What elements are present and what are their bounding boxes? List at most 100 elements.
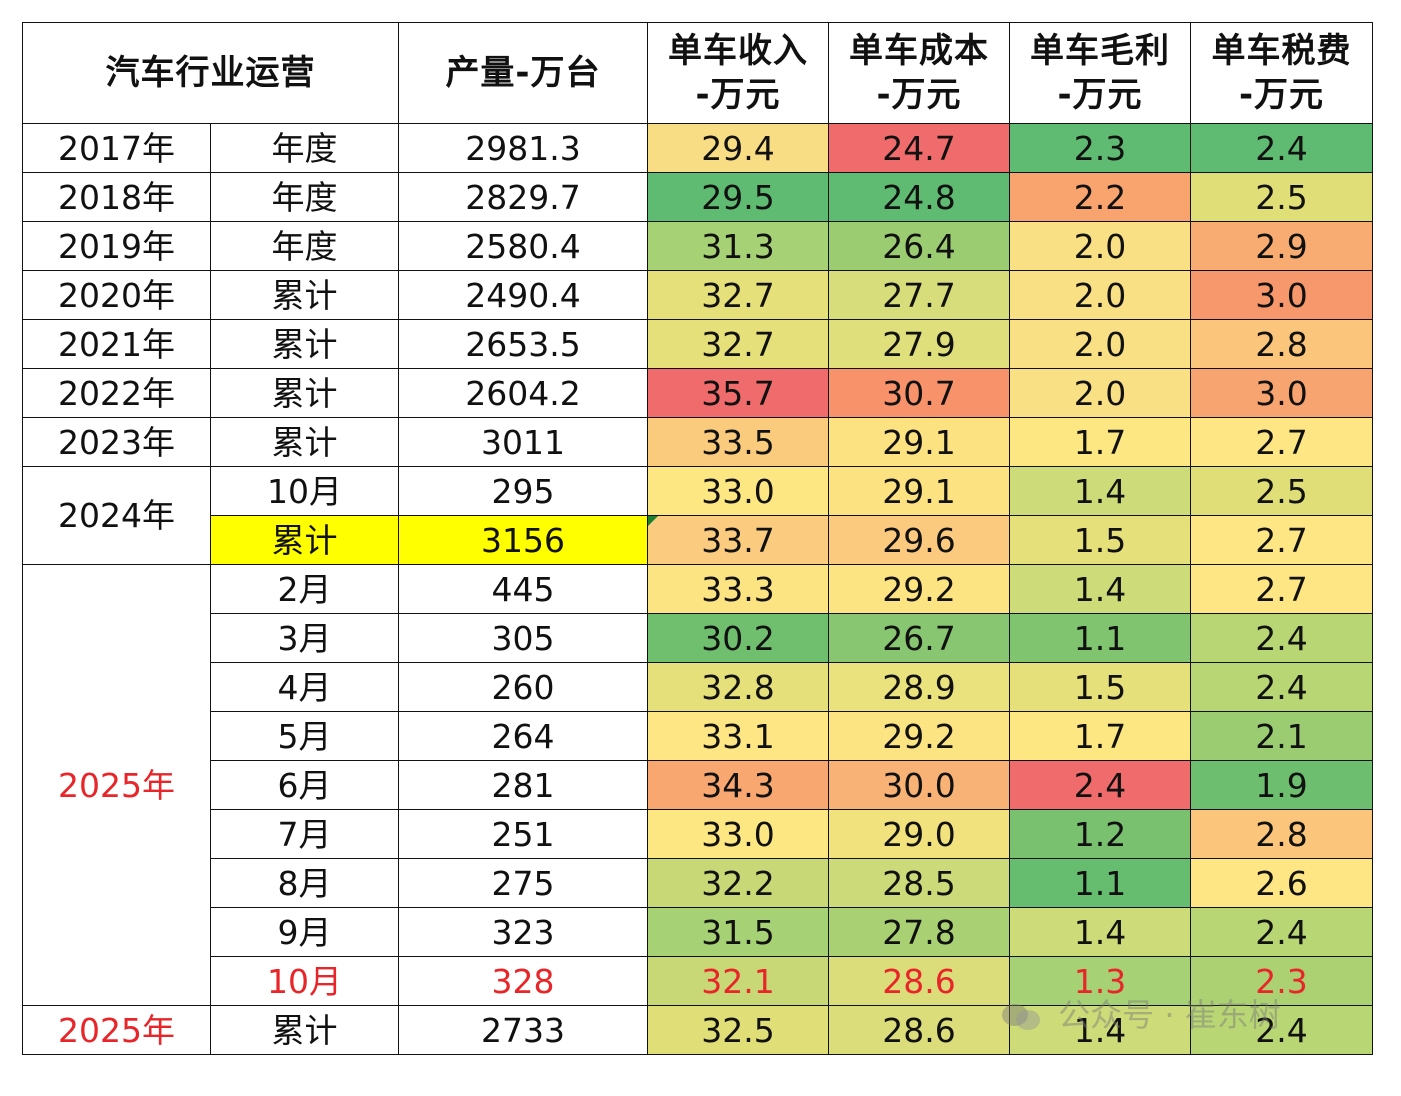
tax-cell: 2.8 <box>1190 319 1373 369</box>
year-cell: 2025年 <box>22 1005 211 1055</box>
output-cell: 3156 <box>398 515 648 565</box>
output-cell: 260 <box>398 662 648 712</box>
table-row: 8月 275 32.2 28.5 1.1 2.6 <box>23 858 1373 908</box>
period-cell: 年度 <box>210 123 399 173</box>
table-row: 2017年 年度 2981.3 29.4 24.7 2.3 2.4 <box>22 123 1373 173</box>
watermark-text: 公众号 · 崔东树 <box>1058 996 1281 1034</box>
header-gross-profit-l1: 单车毛利 <box>1030 30 1170 71</box>
table-row: 2021年 累计 2653.5 32.7 27.9 2.0 2.8 <box>22 319 1373 369</box>
table-row: 2025年 2月 445 33.3 29.2 1.4 2.7 <box>22 564 1373 1006</box>
table-row: 2023年 累计 3011 33.5 29.1 1.7 2.7 <box>22 417 1373 467</box>
table-row: 2018年 年度 2829.7 29.5 24.8 2.2 2.5 <box>22 172 1373 222</box>
header-cost: 单车成本 -万元 <box>828 22 1010 124</box>
header-cost-l2: -万元 <box>876 75 962 115</box>
tax-cell: 2.4 <box>1190 613 1373 663</box>
revenue-cell: 29.4 <box>647 123 829 173</box>
gross-profit-cell: 2.4 <box>1009 760 1191 810</box>
header-revenue-l2: -万元 <box>695 75 781 115</box>
revenue-cell: 33.0 <box>647 466 829 516</box>
year-cell: 2018年 <box>22 172 211 222</box>
period-cell: 5月 <box>210 711 399 761</box>
output-cell: 2981.3 <box>398 123 648 173</box>
header-group: 汽车行业运营 <box>22 22 399 124</box>
cost-cell: 30.7 <box>828 368 1010 418</box>
tax-cell: 2.9 <box>1190 221 1373 271</box>
cost-cell: 26.4 <box>828 221 1010 271</box>
year-cell: 2019年 <box>22 221 211 271</box>
period-cell: 年度 <box>210 221 399 271</box>
output-cell: 251 <box>398 809 648 859</box>
year-cell: 2023年 <box>22 417 211 467</box>
cost-cell: 30.0 <box>828 760 1010 810</box>
period-cell: 10月 <box>210 956 399 1006</box>
tax-cell: 2.4 <box>1190 1005 1373 1055</box>
tax-cell: 2.5 <box>1190 172 1373 222</box>
cost-cell: 28.5 <box>828 858 1010 908</box>
period-cell: 累计 <box>210 270 399 320</box>
cost-cell: 28.9 <box>828 662 1010 712</box>
revenue-cell: 29.5 <box>647 172 829 222</box>
gross-profit-cell: 1.5 <box>1009 515 1191 565</box>
chat-bubble-icon <box>1002 1004 1040 1030</box>
tax-cell: 3.0 <box>1190 270 1373 320</box>
period-cell: 累计 <box>210 417 399 467</box>
output-cell: 323 <box>398 907 648 957</box>
period-cell: 累计 <box>210 1005 399 1055</box>
tax-cell: 2.3 <box>1190 956 1373 1006</box>
output-cell: 281 <box>398 760 648 810</box>
industry-operations-table: 汽车行业运营 产量-万台 单车收入 -万元 单车成本 -万元 单车毛利 -万元 … <box>22 22 1373 1055</box>
cost-cell: 29.2 <box>828 711 1010 761</box>
period-cell: 3月 <box>210 613 399 663</box>
revenue-cell: 33.3 <box>647 564 829 614</box>
year-cell: 2017年 <box>22 123 211 173</box>
revenue-cell: 34.3 <box>647 760 829 810</box>
gross-profit-cell: 2.0 <box>1009 368 1191 418</box>
gross-profit-cell: 2.0 <box>1009 319 1191 369</box>
tax-cell: 2.7 <box>1190 417 1373 467</box>
gross-profit-cell: 1.4 <box>1009 907 1191 957</box>
table-row: 4月 260 32.8 28.9 1.5 2.4 <box>23 662 1373 712</box>
table-row: 2022年 累计 2604.2 35.7 30.7 2.0 3.0 <box>22 368 1373 418</box>
year-cell: 2025年 <box>22 564 211 1006</box>
cost-cell: 27.8 <box>828 907 1010 957</box>
output-cell: 2653.5 <box>398 319 648 369</box>
gross-profit-cell: 1.4 <box>1009 466 1191 516</box>
tax-cell: 1.9 <box>1190 760 1373 810</box>
header-output: 产量-万台 <box>398 22 648 124</box>
cost-cell: 29.1 <box>828 466 1010 516</box>
gross-profit-cell: 2.2 <box>1009 172 1191 222</box>
cost-cell: 28.6 <box>828 956 1010 1006</box>
table-row: 2024年 10月 295 33.0 29.1 1.4 2.5 <box>22 466 1373 565</box>
tax-cell: 2.5 <box>1190 466 1373 516</box>
period-cell: 累计 <box>210 515 399 565</box>
gross-profit-cell: 1.1 <box>1009 613 1191 663</box>
revenue-cell: 32.1 <box>647 956 829 1006</box>
gross-profit-cell: 2.0 <box>1009 221 1191 271</box>
output-cell: 328 <box>398 956 648 1006</box>
revenue-cell: 32.2 <box>647 858 829 908</box>
tax-cell: 2.4 <box>1190 123 1373 173</box>
watermark: 公众号 · 崔东树 <box>1000 990 1281 1036</box>
cost-cell: 29.6 <box>828 515 1010 565</box>
output-cell: 2604.2 <box>398 368 648 418</box>
period-cell: 年度 <box>210 172 399 222</box>
tax-cell: 2.4 <box>1190 662 1373 712</box>
tax-cell: 2.7 <box>1190 515 1373 565</box>
cost-cell: 28.6 <box>828 1005 1010 1055</box>
output-cell: 264 <box>398 711 648 761</box>
table-row: 3月 305 30.2 26.7 1.1 2.4 <box>23 613 1373 663</box>
gross-profit-cell: 1.7 <box>1009 711 1191 761</box>
period-cell: 2月 <box>210 564 399 614</box>
year-cell: 2020年 <box>22 270 211 320</box>
cost-cell: 24.8 <box>828 172 1010 222</box>
header-cost-l1: 单车成本 <box>849 30 989 71</box>
period-cell: 累计 <box>210 319 399 369</box>
revenue-cell: 35.7 <box>647 368 829 418</box>
header-revenue: 单车收入 -万元 <box>647 22 829 124</box>
cost-cell: 29.0 <box>828 809 1010 859</box>
revenue-cell: 30.2 <box>647 613 829 663</box>
header-tax-l2: -万元 <box>1238 75 1325 115</box>
output-cell: 3011 <box>398 417 648 467</box>
table-row: 累计 3156 33.7 29.6 1.5 2.7 <box>23 515 1373 565</box>
revenue-cell: 32.8 <box>647 662 829 712</box>
